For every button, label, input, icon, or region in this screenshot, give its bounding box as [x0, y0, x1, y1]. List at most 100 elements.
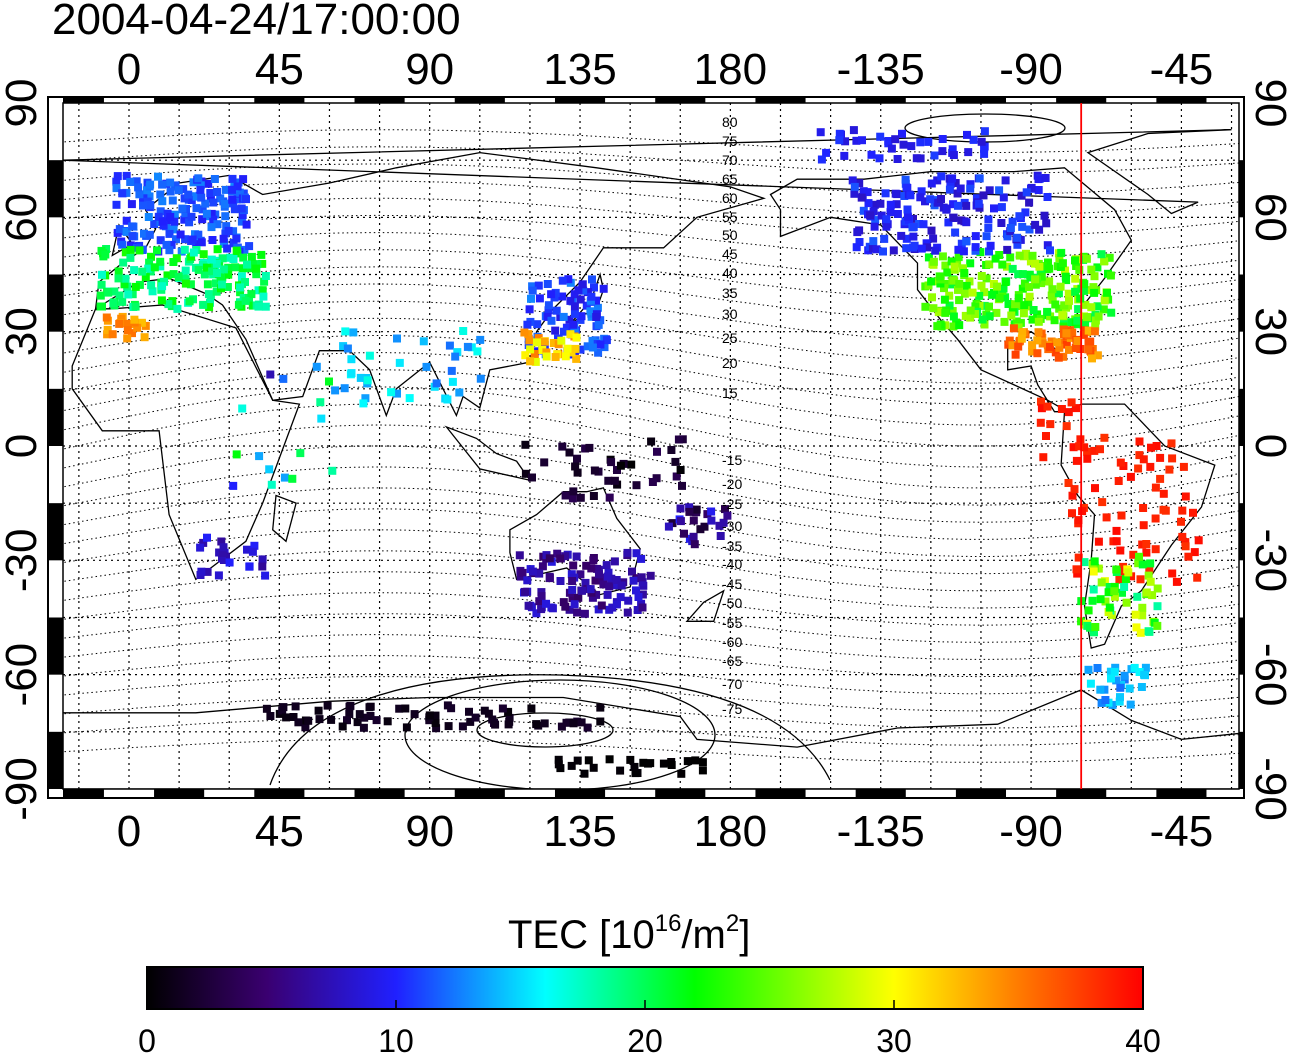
- tec-pixel: [563, 344, 572, 353]
- tec-pixel: [639, 758, 648, 767]
- tec-pixel: [444, 722, 453, 731]
- tec-pixel: [219, 265, 228, 274]
- tec-pixel: [1119, 562, 1128, 571]
- tec-pixel: [410, 710, 419, 719]
- tec-pixel: [875, 154, 884, 163]
- tec-pixel: [985, 186, 994, 195]
- tec-pixel: [169, 225, 178, 234]
- tec-pixel: [395, 358, 404, 367]
- tec-pixel: [852, 243, 861, 252]
- tec-pixel: [1080, 443, 1089, 452]
- contour-line: [63, 266, 1239, 321]
- tec-pixel: [212, 279, 220, 288]
- tec-pixel: [858, 136, 866, 145]
- frame-tick-bar: [955, 97, 1007, 103]
- tec-pixel: [1159, 489, 1168, 498]
- tec-pixel: [491, 720, 500, 729]
- tec-pixel: [934, 308, 943, 317]
- tec-pixel: [383, 717, 392, 726]
- tec-pixel: [547, 290, 556, 299]
- tec-pixel: [568, 577, 577, 585]
- tec-pixel: [600, 343, 609, 352]
- tec-pixel: [1133, 592, 1142, 601]
- tec-pixel: [1074, 516, 1083, 525]
- right-lat-tick-label: -30: [1246, 529, 1292, 593]
- tec-pixel: [1035, 262, 1044, 271]
- tec-pixel: [1151, 514, 1160, 523]
- top-lon-tick-label: -90: [999, 45, 1063, 94]
- tec-pixel: [113, 172, 122, 181]
- tec-pixel: [312, 362, 321, 371]
- frame-tick-bar: [1239, 160, 1244, 218]
- tec-pixel: [199, 250, 208, 259]
- tec-pixel: [1144, 571, 1153, 580]
- tec-pixel: [1065, 296, 1073, 305]
- tec-pixel: [599, 580, 608, 589]
- tec-pixel: [723, 511, 732, 520]
- tec-pixel: [585, 443, 594, 452]
- tec-pixel: [1068, 509, 1076, 518]
- tec-pixel: [1051, 348, 1060, 357]
- tec-pixel: [97, 280, 106, 289]
- tec-pixel: [1031, 275, 1040, 284]
- tec-pixel: [1043, 241, 1052, 250]
- contour-line: [63, 655, 1239, 695]
- tec-pixel: [96, 291, 105, 300]
- tec-pixel: [852, 136, 861, 145]
- tec-pixel: [431, 719, 440, 727]
- tec-pixel: [1093, 351, 1102, 360]
- tec-pixel: [966, 259, 975, 268]
- tec-pixel: [114, 274, 123, 283]
- tec-pixel: [188, 235, 197, 244]
- tec-pixel: [1017, 191, 1026, 200]
- tec-pixel: [157, 296, 166, 305]
- tec-pixel: [944, 218, 953, 227]
- tec-pixel: [445, 341, 454, 350]
- tec-pixel: [98, 270, 106, 279]
- tec-pixel: [159, 221, 168, 230]
- tec-pixel: [257, 250, 266, 259]
- contour-label: -35: [722, 538, 742, 554]
- tec-pixel: [602, 336, 611, 345]
- tec-pixel: [1055, 343, 1064, 352]
- tec-pixel: [197, 238, 206, 247]
- tec-pixel: [534, 281, 543, 290]
- tec-pixel: [1046, 312, 1055, 321]
- tec-pixel: [1090, 272, 1099, 281]
- tec-pixel: [919, 220, 928, 229]
- tec-pixel: [356, 373, 365, 382]
- tec-pixel: [252, 264, 261, 273]
- tec-pixel: [156, 236, 165, 245]
- tec-pixel: [476, 374, 485, 383]
- tec-pixel: [991, 254, 1000, 263]
- tec-pixel: [203, 533, 211, 542]
- tec-pixel: [891, 135, 900, 144]
- coast-greenland: [63, 129, 1232, 215]
- tec-pixel: [187, 196, 196, 204]
- tec-pixel: [1020, 252, 1028, 261]
- coast-africa: [71, 304, 301, 581]
- tec-pixel: [1194, 536, 1203, 545]
- contour-line: [63, 592, 1239, 643]
- tec-pixel: [1026, 257, 1035, 266]
- tec-pixel: [1048, 295, 1057, 304]
- tec-pixel: [524, 341, 533, 349]
- tec-pixel: [879, 247, 887, 256]
- tec-pixel: [933, 176, 942, 185]
- tec-pixel: [145, 258, 154, 267]
- tec-pixel: [1080, 280, 1089, 289]
- contour-line: [404, 679, 716, 789]
- tec-pixel: [1129, 550, 1138, 559]
- tec-pixel: [999, 284, 1008, 293]
- tec-pixel: [1074, 553, 1083, 562]
- tec-pixel: [504, 720, 513, 729]
- tec-pixel: [239, 175, 248, 184]
- tec-pixel: [576, 345, 585, 354]
- tec-pixel: [1043, 193, 1052, 201]
- tec-pixel: [632, 549, 641, 558]
- tec-pixel: [1073, 316, 1082, 325]
- tec-pixel: [921, 302, 930, 311]
- tec-pixel: [985, 247, 993, 256]
- tec-pixel: [951, 228, 960, 237]
- contour-line: [63, 232, 1239, 279]
